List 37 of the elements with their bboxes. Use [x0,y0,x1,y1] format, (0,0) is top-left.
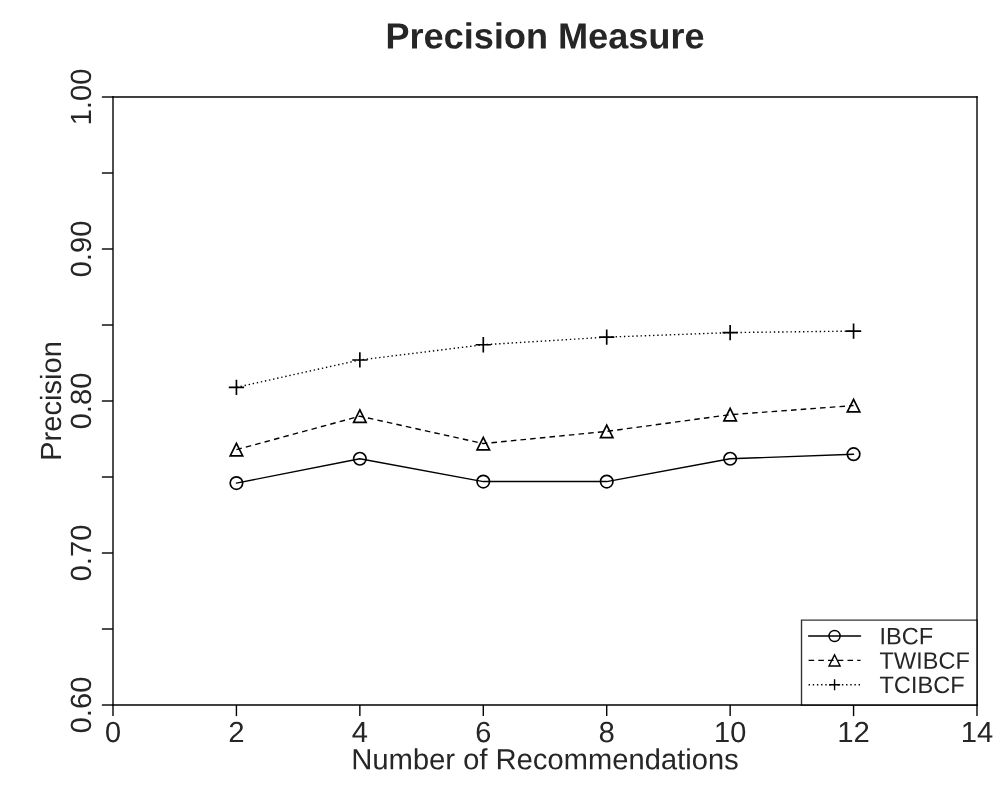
x-tick-label: 0 [106,721,120,743]
y-tick-label: 1.00 [70,69,92,124]
x-tick-label: 4 [352,722,368,743]
x-tick-label: 14 [963,722,993,743]
y-tick-label: 0.70 [70,525,92,581]
point [227,378,245,396]
point [229,442,244,457]
point [845,322,863,340]
point [476,474,491,489]
point [723,407,738,422]
legend-label: TCIBCF [879,676,964,694]
x-tick-label: 2 [229,721,244,743]
point [352,409,367,424]
y-tick-label: 0.90 [70,221,92,277]
x-tick-label: 8 [599,721,614,743]
point [598,328,616,346]
y-axis-title: Precision [39,342,62,459]
legend-label: IBCF [881,627,933,645]
y-tick-label: 0.80 [70,373,92,429]
point [351,351,369,369]
point [846,398,861,413]
point [599,424,614,439]
x-tick-label: 6 [476,721,491,743]
chart-title: Precision Measure [387,22,704,49]
point [352,451,367,466]
y-tick-label: 0.60 [70,677,92,733]
point [476,436,491,451]
point [846,447,861,462]
point [474,336,492,354]
x-axis-title: Number of Recommendations [353,748,738,770]
point [723,451,738,466]
point [599,474,614,489]
legend-label: TWIBCF [879,652,969,669]
x-tick-label: 10 [716,721,746,743]
point [721,324,739,342]
x-tick-label: 12 [839,721,869,743]
point [229,475,244,491]
